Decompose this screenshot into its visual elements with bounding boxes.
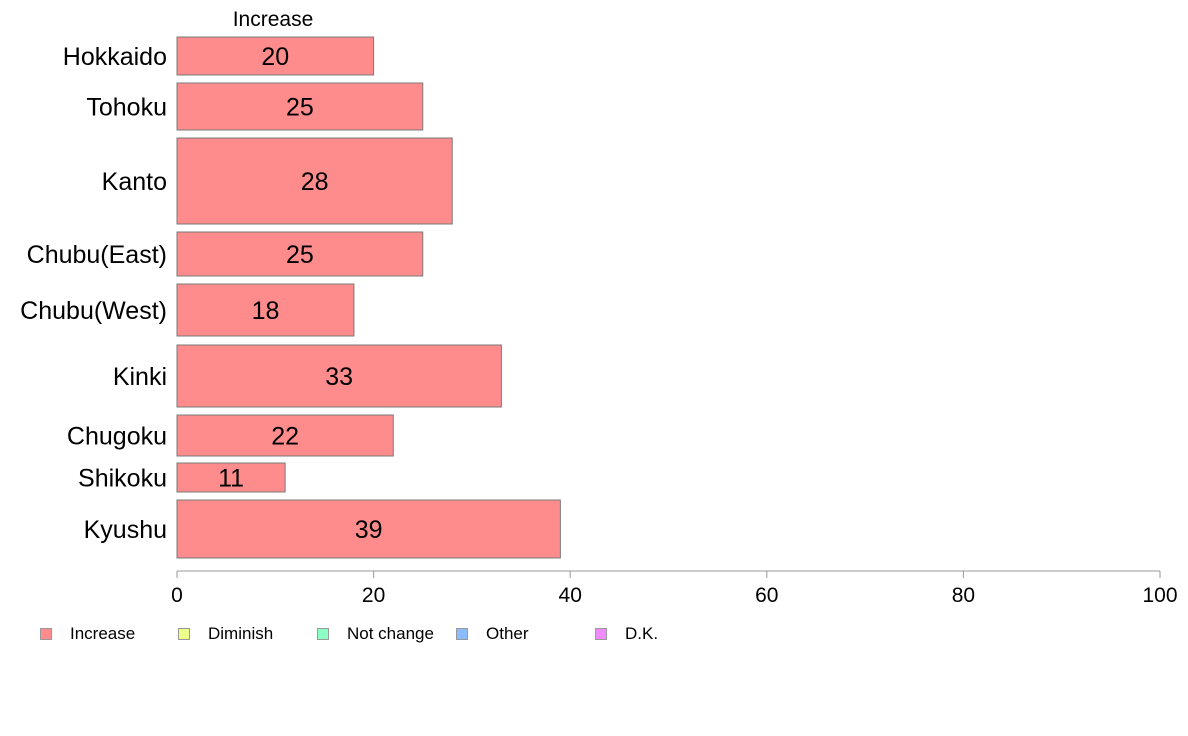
x-tick-label-100: 100 xyxy=(1142,584,1177,607)
data-label-shikoku: 11 xyxy=(218,465,244,493)
data-label-kyushu: 39 xyxy=(355,516,383,544)
x-tick-label-40: 40 xyxy=(559,584,582,607)
legend-swatch-other xyxy=(456,628,468,640)
x-tick-label-20: 20 xyxy=(362,584,385,607)
category-label-kinki: Kinki xyxy=(113,363,167,391)
bar-chubu-west xyxy=(176,283,355,337)
legend-item-diminish: Diminish xyxy=(178,624,273,644)
legend-label-not-change: Not change xyxy=(347,624,434,643)
data-label-kanto: 28 xyxy=(301,168,329,196)
column-title: Increase xyxy=(233,8,314,31)
bar-hokkaido xyxy=(176,36,375,76)
data-label-chugoku: 22 xyxy=(271,423,299,451)
data-label-chubu-east: 25 xyxy=(286,241,314,269)
legend-label-dk: D.K. xyxy=(625,624,659,643)
data-label-hokkaido: 20 xyxy=(261,43,289,71)
legend-swatch-diminish xyxy=(178,628,190,640)
legend-label-increase: Increase xyxy=(70,624,136,643)
x-axis: 0 20 40 60 80 100 xyxy=(171,570,1178,607)
category-label-hokkaido: Hokkaido xyxy=(63,43,167,71)
data-label-chubu-west: 18 xyxy=(252,297,280,325)
category-label-kyushu: Kyushu xyxy=(84,516,167,544)
bars-layer: Hokkaido 20 Tohoku 25 Kanto 28 Chubu(East) 25 Ch… xyxy=(20,36,561,559)
legend-swatch-increase xyxy=(40,628,52,640)
bar-kanto xyxy=(176,137,453,225)
bar-kyushu xyxy=(176,499,561,559)
legend-item-dk: D.K. xyxy=(595,624,658,644)
category-label-chugoku: Chugoku xyxy=(67,423,167,451)
data-label-kinki: 33 xyxy=(325,363,353,391)
category-label-kanto: Kanto xyxy=(102,168,167,196)
category-label-chubu-east: Chubu(East) xyxy=(27,241,167,269)
bar-chubu-east xyxy=(176,231,424,277)
category-label-chubu-west: Chubu(West) xyxy=(20,297,167,325)
legend-item-not-change: Not change xyxy=(317,624,434,644)
legend-label-diminish: Diminish xyxy=(208,624,274,643)
bar-kinki xyxy=(176,344,502,408)
x-tick-label-60: 60 xyxy=(755,584,778,607)
data-label-tohoku: 25 xyxy=(286,94,314,122)
x-tick-label-0: 0 xyxy=(171,584,183,607)
legend-label-other: Other xyxy=(486,624,529,643)
x-tick-label-80: 80 xyxy=(952,584,975,607)
category-label-tohoku: Tohoku xyxy=(86,94,167,122)
bar-chugoku xyxy=(176,414,394,457)
legend-item-other: Other xyxy=(456,624,529,644)
legend: Increase Diminish Not change Other D.K. xyxy=(40,624,740,644)
bar-tohoku xyxy=(176,82,424,131)
legend-swatch-dk xyxy=(595,628,607,640)
bar-shikoku xyxy=(176,462,286,493)
legend-swatch-not-change xyxy=(317,628,329,640)
category-label-shikoku: Shikoku xyxy=(78,465,167,493)
legend-item-increase: Increase xyxy=(40,624,135,644)
